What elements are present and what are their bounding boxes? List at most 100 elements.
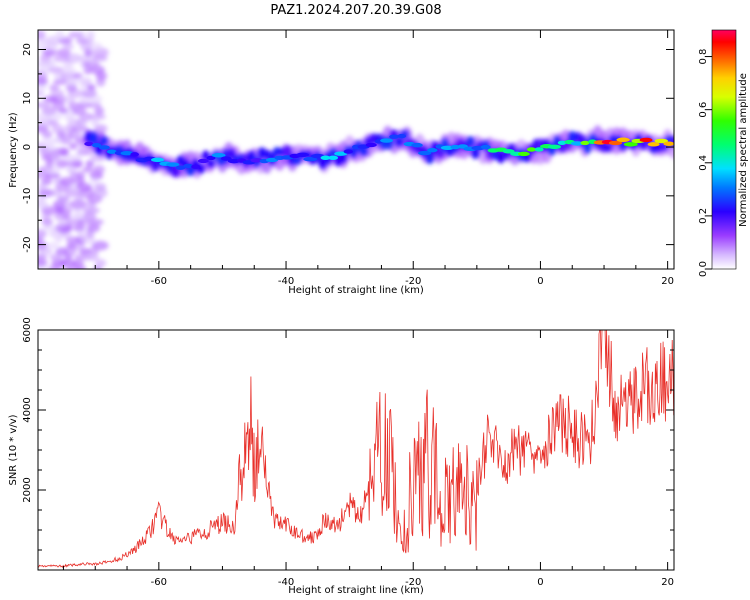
heatmap-ridge-mid [206, 159, 216, 168]
heatmap-noise-cell [38, 84, 48, 92]
heatmap-ridge-mid [282, 145, 292, 158]
heatmap-noise-cell [46, 242, 59, 249]
heatmap-x-tick-label: 0 [537, 276, 543, 287]
heatmap-noise-cell [48, 66, 65, 74]
heatmap-ridge-core [191, 164, 201, 169]
heatmap-noise-cell [41, 130, 53, 139]
heatmap-ridge-core [343, 149, 354, 154]
heatmap-ridge-core [480, 144, 491, 150]
heatmap-noise-cell [87, 102, 102, 109]
heatmap-noise-cell [57, 48, 71, 57]
heatmap-noise-cell [58, 201, 71, 209]
heatmap-ridge-core [654, 138, 668, 144]
heatmap-noise-cell [63, 212, 72, 221]
heatmap-noise-cell [38, 171, 49, 179]
heatmap-noise-cell [41, 177, 53, 186]
heatmap-noise-cell [65, 236, 79, 244]
heatmap-ridge-core [91, 142, 102, 148]
heatmap-ridge-core [380, 138, 393, 143]
heatmap-ridge-core [296, 152, 309, 158]
heatmap-noise-cell [86, 223, 101, 233]
heatmap-noise-cell [64, 188, 80, 198]
heatmap-noise-cell [94, 124, 108, 133]
heatmap-ridge-core [130, 152, 140, 157]
heatmap-noise-cell [75, 31, 86, 39]
heatmap-noise-cell [48, 119, 59, 126]
heatmap-noise-cell [59, 176, 76, 186]
heatmap-noise-cell [79, 53, 97, 63]
heatmap-x-label: Height of straight line (km) [288, 285, 424, 296]
heatmap-noise-cell [73, 131, 84, 138]
heatmap-x-tick-label: -20 [405, 276, 421, 287]
heatmap-noise-cell [86, 30, 96, 39]
heatmap-ridge-core [623, 142, 638, 147]
heatmap-ridge-core [616, 137, 630, 142]
snr-y-label: SNR (10 * v/v) [8, 414, 19, 485]
heatmap-y-tick-label: 10 [22, 92, 33, 105]
heatmap-noise-cell [59, 147, 70, 157]
heatmap-noise-cell [72, 259, 84, 267]
heatmap-noise-cell [40, 206, 59, 215]
colorbar-ticks: 0.0 0.2 0.4 0.6 0.8 [698, 49, 712, 277]
heatmap-ridge-core [547, 144, 561, 150]
heatmap-y-label: Frequency (Hz) [8, 112, 19, 188]
heatmap-noise-cell [57, 195, 70, 202]
heatmap-noise-cell [49, 84, 60, 91]
heatmap-noise-cell [47, 60, 56, 69]
snr-x-tick-label: -20 [405, 577, 421, 588]
heatmap-noise-cell [82, 166, 93, 173]
snr-y-tick-label: 2000 [22, 477, 33, 502]
snr-x-tick-label: -60 [151, 577, 167, 588]
heatmap-noise-cell [60, 71, 79, 80]
heatmap-ridge-core [534, 147, 544, 152]
heatmap-noise-cell [94, 106, 105, 116]
heatmap-noise-cell [65, 78, 81, 85]
heatmap-ridge-core [303, 156, 318, 162]
heatmap-noise-cell [76, 37, 88, 45]
heatmap-noise-cell [63, 53, 82, 64]
heatmap-noise-cell [73, 72, 83, 80]
colorbar: 0.0 0.2 0.4 0.6 0.8 Normalized spectral ampl… [698, 29, 749, 277]
heatmap-noise-cell [95, 259, 107, 268]
heatmap-noise-cell [38, 30, 46, 40]
heatmap-noise-cell [75, 170, 86, 180]
heatmap-ridge-core [211, 153, 226, 158]
heatmap-noise-cell [38, 229, 47, 239]
heatmap-noise-cell [91, 240, 109, 251]
heatmap-noise-cell [73, 153, 82, 163]
heatmap-ridge-core [389, 134, 400, 139]
heatmap-plot: -60 -40 -20 0 20 -20 -10 0 10 20 Height of strai… [8, 29, 675, 296]
heatmap-noise-cell [72, 212, 88, 220]
heatmap-noise-cell [83, 37, 94, 45]
heatmap-noise-cell [92, 165, 105, 174]
snr-x-ticks: -60 -40 -20 0 20 [62, 330, 674, 588]
heatmap-ridge-mid [89, 131, 99, 146]
heatmap-ridge-core [526, 147, 537, 152]
heatmap-ridge-mid [465, 136, 475, 148]
heatmap-noise-cell [51, 124, 64, 134]
heatmap-noise-cell [90, 65, 105, 75]
snr-x-tick-label: 0 [537, 577, 543, 588]
heatmap-ridge-core [166, 162, 180, 167]
heatmap-ridge-core [450, 144, 460, 150]
heatmap-x-tick-label: -40 [278, 276, 294, 287]
snr-x-label: Height of straight line (km) [288, 585, 424, 596]
snr-y-tick-label: 4000 [22, 397, 33, 422]
heatmap-ridge-core [608, 140, 623, 146]
heatmap-ridge-core [557, 140, 567, 146]
heatmap-noise-cell [83, 211, 96, 221]
snr-y-tick-label: 6000 [22, 317, 33, 342]
heatmap-noise-cell [86, 84, 96, 91]
heatmap-noise-cell [38, 253, 48, 261]
heatmap-noise-cell [63, 154, 76, 162]
heatmap-x-tick-label: 20 [661, 276, 674, 287]
heatmap-noise-cell [80, 41, 93, 52]
heatmap-noise-cell [69, 199, 87, 210]
heatmap-noise-cell [79, 77, 92, 87]
heatmap-ridge-core [334, 151, 348, 156]
heatmap-noise-cell [68, 183, 79, 191]
heatmap-noise-cell [63, 247, 77, 256]
heatmap-noise-cell [91, 95, 103, 104]
chart-title: PAZ1.2024.207.20.39.G08 [270, 3, 441, 18]
heatmap-noise-cell [38, 66, 51, 74]
